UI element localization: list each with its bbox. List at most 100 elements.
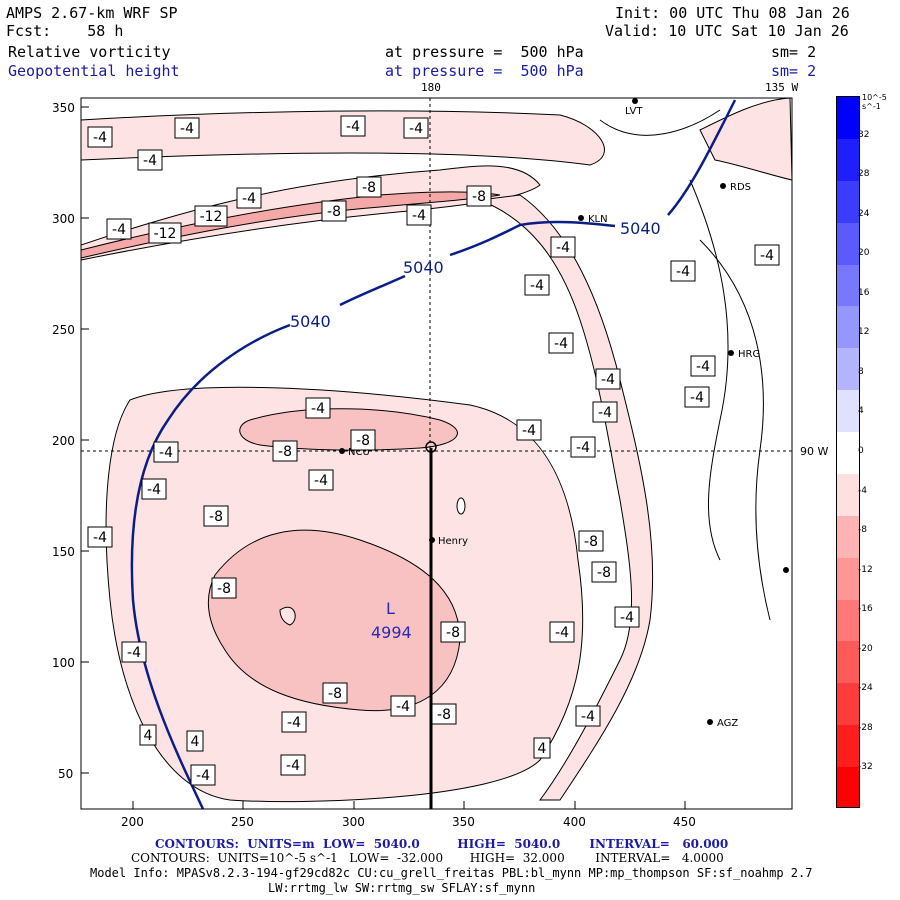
- init-time: Init: 00 UTC Thu 08 Jan 26: [615, 4, 850, 22]
- vorticity-contour-label: -4: [670, 260, 696, 282]
- station-label: HRG: [738, 349, 760, 360]
- height-contour-5040: [130, 99, 737, 809]
- vorticity-contour-label: -4: [87, 526, 113, 548]
- colorbar-label: -8: [858, 525, 867, 536]
- vorticity-contour-value: -4: [522, 423, 536, 439]
- vorticity-contour-label: -8: [431, 703, 457, 725]
- vorticity-contour-value: -8: [437, 707, 451, 723]
- vorticity-contour-value: -8: [356, 433, 370, 449]
- vorticity-contour-label: -4: [403, 117, 429, 139]
- y-tick: 200: [52, 434, 75, 448]
- colorbar-segment: [837, 515, 859, 559]
- colorbar-segment: [837, 348, 859, 392]
- vorticity-contour-label: -8: [203, 505, 229, 527]
- vorticity-contour-value: -4: [143, 153, 157, 169]
- vorticity-contour-label: 4: [139, 724, 157, 746]
- vorticity-label-layer: -4 -4 -4 -4 -4 -8 -8 -12 -12 -4 -8 -4 -4 -4 -4 -4 -4 -4 -4…: [87, 115, 780, 786]
- model-title: AMPS 2.67-km WRF SP: [6, 4, 178, 22]
- vorticity-contour-value: -4: [555, 625, 569, 641]
- vorticity-contour-value: -4: [314, 473, 328, 489]
- vorticity-contour-label: -8: [591, 561, 617, 583]
- vorticity-contour-value: -4: [556, 240, 570, 256]
- colorbar-label: 32: [858, 129, 870, 140]
- vorticity-contour-value: -4: [147, 482, 161, 498]
- contour-info-height: CONTOURS: UNITS=m LOW= 5040.0 HIGH= 5040…: [155, 837, 729, 851]
- vorticity-contour-label: -4: [595, 368, 621, 390]
- colorbar-label: 16: [858, 287, 870, 298]
- x-tick: 450: [673, 815, 696, 829]
- station-label: Henry: [438, 536, 468, 547]
- colorbar-segment: [837, 599, 859, 643]
- field1-level: at pressure = 500 hPa: [385, 43, 584, 61]
- height-label: 5040: [403, 258, 444, 277]
- vorticity-contour-value: -4: [112, 222, 126, 238]
- vorticity-contour-label: -4: [390, 695, 416, 717]
- vorticity-contour-label: -4: [570, 436, 596, 458]
- vorticity-contour-label: -4: [340, 115, 366, 137]
- vorticity-contour-value: -4: [581, 709, 595, 725]
- station-label: KLN: [588, 214, 608, 225]
- colorbar-segment: [837, 180, 859, 224]
- vorticity-contour-value: -8: [328, 686, 342, 702]
- vorticity-contour-label: -4: [305, 397, 331, 419]
- colorbar-segment: [837, 767, 859, 807]
- y-tick: 150: [52, 545, 75, 559]
- colorbar-label: -24: [858, 683, 873, 694]
- vorticity-region-mid: [207, 529, 461, 712]
- y-tick: 300: [52, 212, 75, 226]
- colorbar-segment: [837, 683, 859, 727]
- vorticity-contour-value: -4: [180, 121, 194, 137]
- colorbar-label: 20: [858, 248, 870, 259]
- vorticity-contour-value: -12: [200, 209, 223, 225]
- vorticity-contour-label: 4: [186, 730, 204, 752]
- vorticity-contour-value: -4: [696, 359, 710, 375]
- vorticity-contour-label: -4: [153, 441, 179, 463]
- vorticity-contour-value: 4: [144, 728, 153, 744]
- vorticity-contour-value: -4: [412, 208, 426, 224]
- vorticity-contour-label: -4: [106, 218, 132, 240]
- vorticity-contour-label: -4: [690, 355, 716, 377]
- vorticity-contour-label: -4: [121, 641, 147, 663]
- colorbar-segment: [837, 138, 859, 182]
- vorticity-contour-value: -4: [93, 130, 107, 146]
- vorticity-contour-label: -4: [614, 606, 640, 628]
- vorticity-contour-value: -4: [601, 372, 615, 388]
- y-tick: 50: [58, 767, 74, 781]
- vorticity-contour-label: -4: [549, 621, 575, 643]
- colorbar-label: -20: [858, 643, 873, 654]
- colorbar-label: -28: [858, 722, 873, 733]
- vorticity-contour-label: -4: [684, 386, 710, 408]
- station-label: RDS: [730, 182, 751, 193]
- colorbar-label: 28: [858, 169, 870, 180]
- model-info-2: LW:rrtmg_lw SW:rrtmg_sw SFLAY:sf_mynn: [268, 881, 536, 895]
- colorbar-label: 24: [858, 208, 870, 219]
- vorticity-contour-value: -8: [327, 204, 341, 220]
- vorticity-contour-value: -8: [278, 444, 292, 460]
- vorticity-contour-value: -4: [530, 278, 544, 294]
- valid-time: Valid: 10 UTC Sat 10 Jan 26: [605, 22, 849, 40]
- lon-label-180: 180: [421, 81, 441, 94]
- vorticity-contour-value: -4: [760, 248, 774, 264]
- colorbar-label: -32: [858, 762, 873, 773]
- vorticity-contour-value: -4: [346, 119, 360, 135]
- vorticity-contour-value: -4: [676, 264, 690, 280]
- vorticity-contour-label: -8: [321, 200, 347, 222]
- vorticity-contour-label: -4: [137, 149, 163, 171]
- vorticity-contour-value: -4: [286, 758, 300, 774]
- vorticity-contour-label: -8: [440, 621, 466, 643]
- vorticity-contour-label: -4: [174, 117, 200, 139]
- vorticity-contour-label: -4: [406, 204, 432, 226]
- vorticity-contour-label: -8: [356, 176, 382, 198]
- vorticity-contour-value: -8: [584, 534, 598, 550]
- colorbar-label: 8: [858, 366, 864, 377]
- lon-label-90w: 90 W: [800, 445, 828, 458]
- vorticity-contour-label: -12: [194, 205, 228, 227]
- vorticity-contour-value: -4: [127, 645, 141, 661]
- field2-level: at pressure = 500 hPa: [385, 62, 584, 80]
- field2-name: Geopotential height: [8, 62, 180, 80]
- station-label: NCU: [348, 447, 370, 458]
- colorbar-segment: [837, 473, 859, 517]
- vorticity-contour-label: -4: [280, 754, 306, 776]
- colorbar-label: 0: [858, 446, 864, 456]
